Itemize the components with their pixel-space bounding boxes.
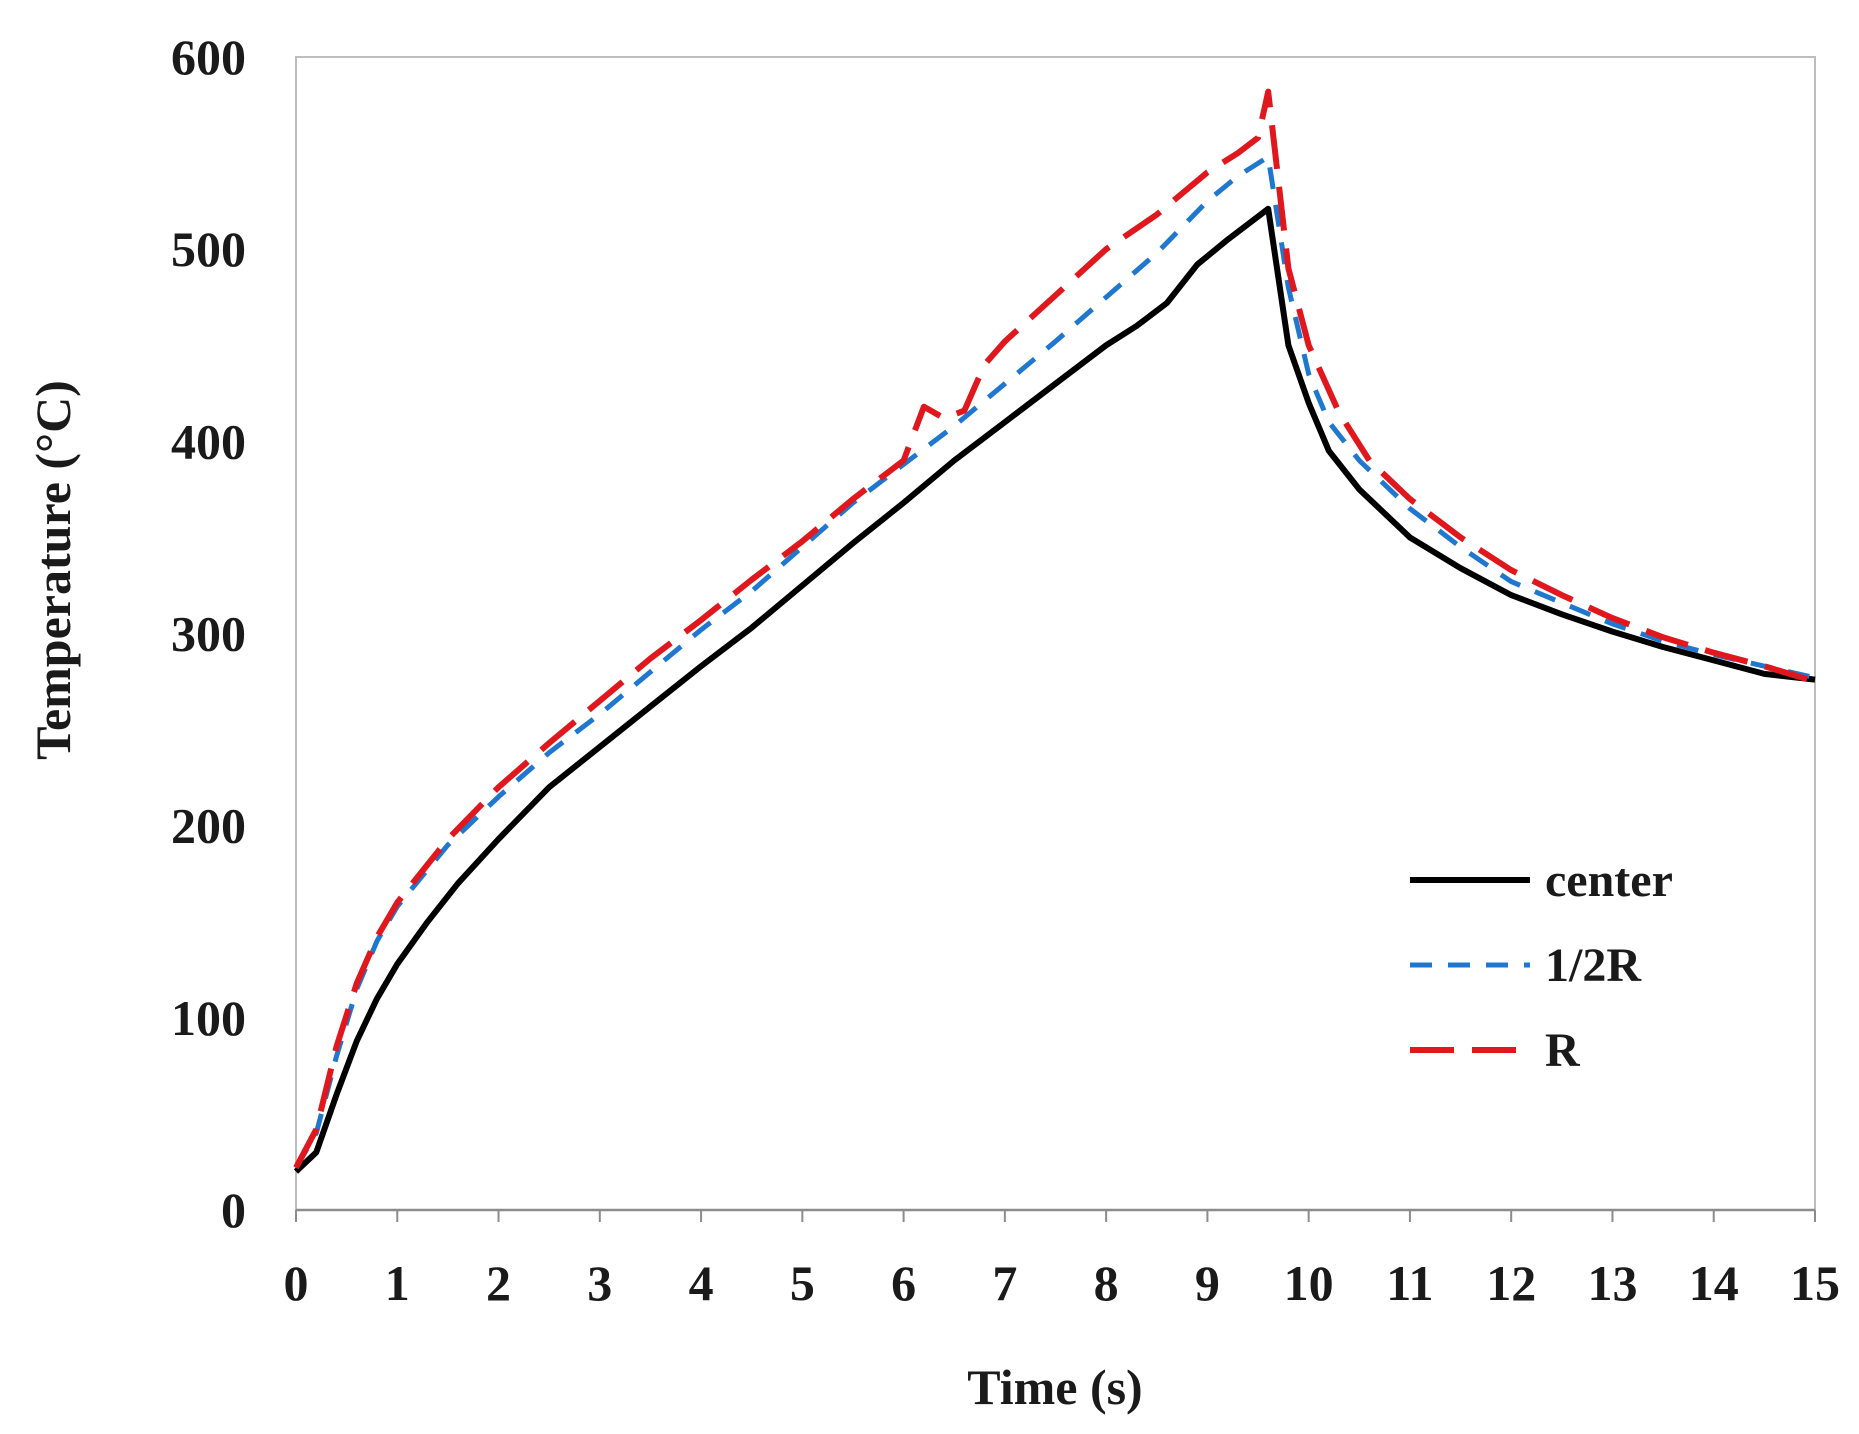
y-tick-label: 0	[221, 1182, 246, 1238]
x-tick-label: 4	[689, 1255, 714, 1311]
y-axis-ticks: 0 100 200 300 400 500 600	[171, 29, 246, 1238]
x-tick-label: 3	[587, 1255, 612, 1311]
y-tick-label: 200	[171, 798, 246, 854]
series-layer	[293, 88, 1816, 1174]
x-tick-label: 13	[1587, 1255, 1637, 1311]
legend-label-0: center	[1545, 854, 1673, 907]
plot-frame	[295, 56, 1816, 1212]
x-axis-ticks: 0 1 2 3 4 5 6 7 8 9 10 11 12 13 14 15	[284, 1210, 1840, 1311]
x-tick-label: 12	[1486, 1255, 1536, 1311]
x-tick-label: 14	[1689, 1255, 1739, 1311]
x-tick-label: 1	[385, 1255, 410, 1311]
x-tick-label: 2	[486, 1255, 511, 1311]
x-tick-label: 0	[284, 1255, 309, 1311]
y-tick-label: 500	[171, 221, 246, 277]
series-line-2	[293, 88, 1816, 1170]
y-tick-label: 100	[171, 990, 246, 1046]
x-tick-label: 15	[1790, 1255, 1840, 1311]
y-axis-title: Temperature (°C)	[25, 380, 81, 760]
x-tick-label: 10	[1284, 1255, 1334, 1311]
x-tick-label: 8	[1094, 1255, 1119, 1311]
legend: center 1/2R R	[1410, 854, 1673, 1077]
legend-label-1: 1/2R	[1545, 939, 1642, 992]
series-line-1	[293, 154, 1816, 1169]
x-tick-label: 6	[891, 1255, 916, 1311]
y-tick-label: 400	[171, 413, 246, 469]
legend-label-2: R	[1545, 1024, 1581, 1077]
x-tick-label: 11	[1386, 1255, 1433, 1311]
series-line-0	[293, 205, 1816, 1174]
x-tick-label: 7	[992, 1255, 1017, 1311]
x-tick-label: 9	[1195, 1255, 1220, 1311]
y-tick-label: 300	[171, 606, 246, 662]
y-tick-label: 600	[171, 29, 246, 85]
x-tick-label: 5	[790, 1255, 815, 1311]
x-axis-title: Time (s)	[967, 1359, 1142, 1415]
